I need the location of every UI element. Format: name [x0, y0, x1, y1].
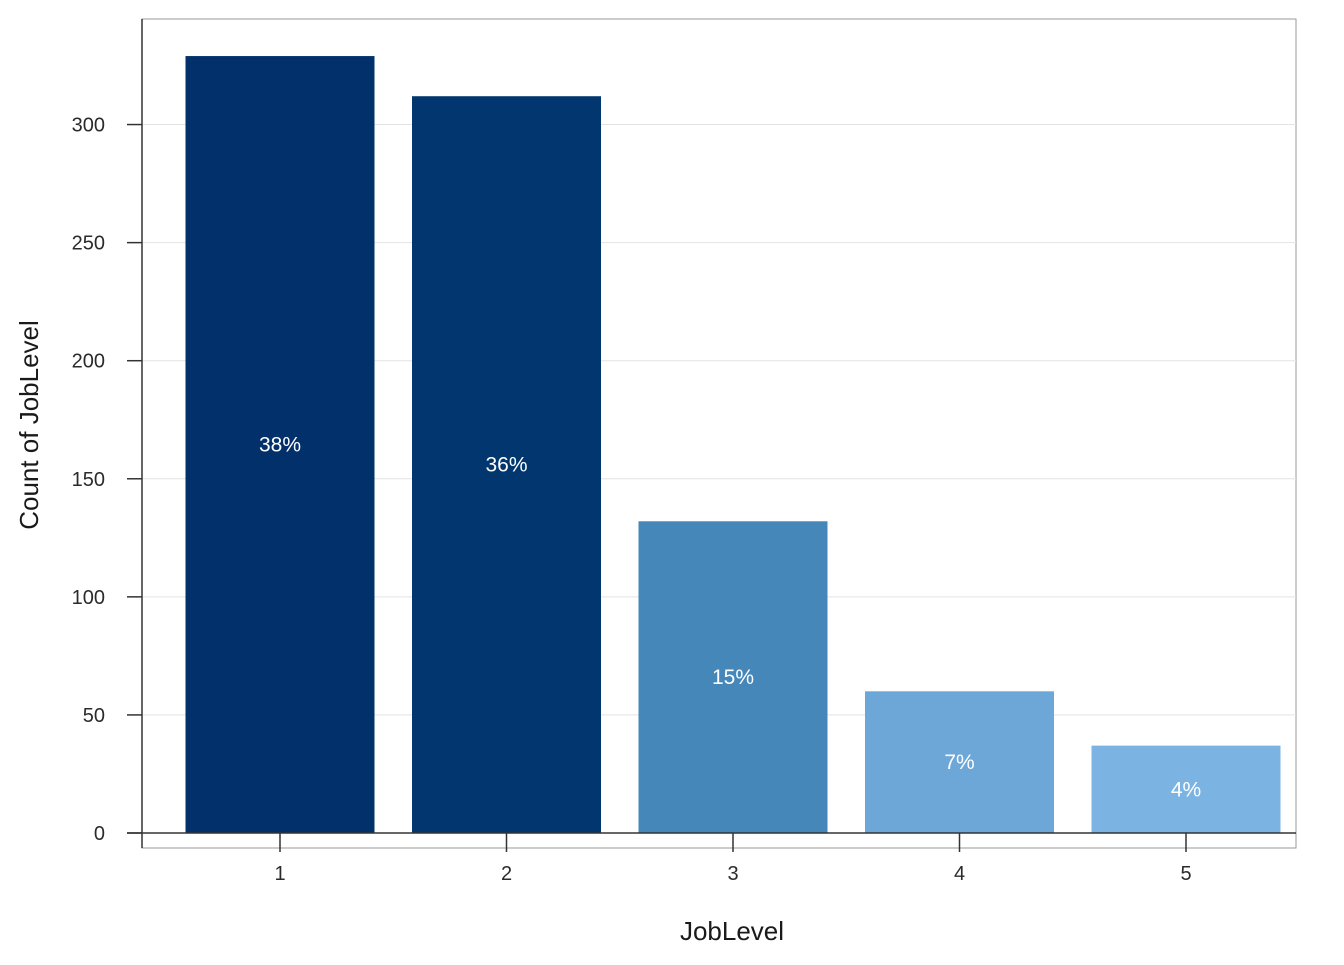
y-tick-label: 250 [72, 233, 105, 255]
x-tick-label: 2 [501, 863, 512, 885]
bar-data-label: 4% [1171, 778, 1201, 801]
bar-5 [1091, 745, 1281, 833]
axes: 0 50 100 150 200 250 300 1 2 3 4 5 [72, 19, 1296, 885]
bar-2 [412, 96, 601, 834]
bar-data-label: 38% [259, 434, 301, 457]
x-tick-label: 5 [1180, 863, 1191, 885]
x-tick-label: 1 [274, 863, 285, 885]
bar-4 [865, 691, 1054, 833]
x-tick-label: 3 [727, 863, 738, 885]
y-axis-title: Count of JobLevel [14, 320, 44, 530]
y-tick-label: 50 [83, 705, 105, 727]
bar-1 [185, 56, 375, 833]
bar-labels: 38% 36% 15% 7% 4% [259, 434, 1201, 802]
bar-data-label: 36% [485, 454, 527, 477]
bar-data-label: 7% [944, 751, 974, 774]
y-tick-label: 100 [72, 587, 105, 609]
x-axis-title: JobLevel [680, 916, 784, 946]
y-tick-label: 150 [72, 469, 105, 491]
bars [185, 56, 1281, 834]
y-tick-label: 0 [94, 823, 105, 845]
bar-data-label: 15% [712, 666, 754, 689]
bar-3 [638, 521, 828, 833]
y-tick-label: 300 [72, 115, 105, 137]
x-tick-label: 4 [954, 863, 965, 885]
y-tick-label: 200 [72, 351, 105, 373]
